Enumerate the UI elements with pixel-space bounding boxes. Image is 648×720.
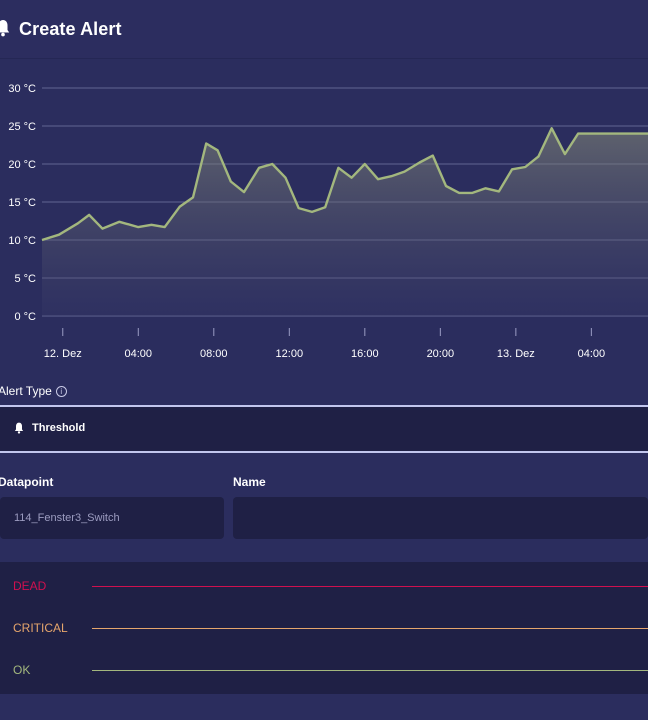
level-row-critical[interactable]: CRITICAL (0, 618, 648, 638)
chart-svg: 30 °C 25 °C 20 °C 15 °C 10 °C 5 °C 0 °C 12. Dez… (8, 83, 648, 360)
x-tick-label: 04:00 (125, 348, 153, 360)
series-area (42, 128, 648, 316)
level-line-ok[interactable] (92, 670, 648, 671)
x-tick-label: 08:00 (200, 348, 228, 360)
datapoint-field[interactable]: 114_Fenster3_Switch (0, 497, 224, 539)
level-name-critical: CRITICAL (13, 621, 68, 635)
alert-type-label: Alert Type i (0, 384, 67, 398)
level-name-dead: DEAD (13, 579, 47, 593)
y-tick-label: 0 °C (14, 311, 36, 323)
alert-type-label-text: Alert Type (0, 384, 52, 398)
x-tick-label: 16:00 (351, 348, 379, 360)
name-field[interactable] (233, 497, 648, 539)
level-line-critical[interactable] (92, 628, 648, 629)
level-row-ok[interactable]: OK (0, 660, 648, 680)
bell-icon (14, 422, 24, 434)
series-line (41, 127, 648, 242)
x-tick-label: 04:00 (578, 348, 606, 360)
y-tick-label: 25 °C (8, 121, 36, 133)
y-tick-label: 20 °C (8, 159, 36, 171)
y-tick-label: 15 °C (8, 197, 36, 209)
alert-type-value: Threshold (32, 422, 86, 434)
level-line-dead[interactable] (92, 586, 648, 587)
y-tick-label: 5 °C (14, 273, 36, 285)
x-tick-label: 20:00 (427, 348, 455, 360)
y-tick-label: 10 °C (8, 235, 36, 247)
x-tick-label: 12:00 (276, 348, 304, 360)
y-tick-label: 30 °C (8, 83, 36, 95)
x-tick-label: 13. Dez (497, 348, 535, 360)
temperature-chart: 30 °C 25 °C 20 °C 15 °C 10 °C 5 °C 0 °C 12. Dez… (0, 70, 648, 370)
level-name-ok: OK (13, 663, 31, 677)
info-icon[interactable]: i (55, 386, 67, 397)
page-title: Create Alert (19, 19, 122, 39)
datapoint-label: Datapoint (0, 475, 54, 489)
header-bar: Create Alert (0, 0, 648, 59)
level-row-dead[interactable]: DEAD (0, 576, 648, 596)
alert-type-selector[interactable]: Threshold (0, 405, 648, 453)
threshold-levels: DEAD CRITICAL OK (0, 562, 648, 694)
name-label: Name (233, 475, 266, 489)
x-tick-label: 12. Dez (44, 348, 82, 360)
bell-icon (0, 20, 10, 37)
